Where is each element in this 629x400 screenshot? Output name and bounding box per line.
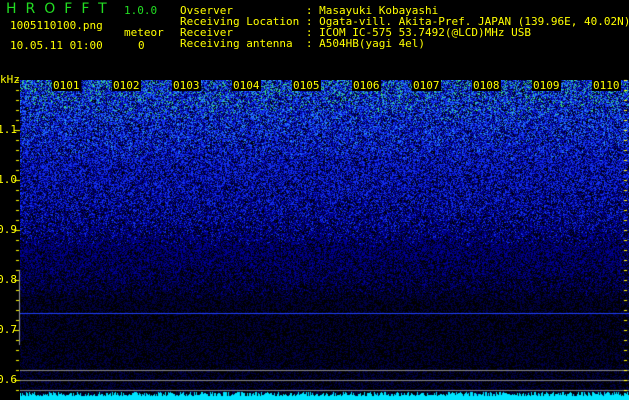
spectrogram xyxy=(20,80,629,400)
y-tick-label: 0.9 xyxy=(0,223,17,236)
time-label: 0107 xyxy=(412,79,441,92)
time-label: 0105 xyxy=(292,79,321,92)
time-label: 0104 xyxy=(232,79,261,92)
time-label: 0108 xyxy=(472,79,501,92)
info-value: A504HB(yagi 4el) xyxy=(319,37,426,50)
time-label: 0102 xyxy=(112,79,141,92)
y-tick-label: 0.8 xyxy=(0,273,17,286)
info-label: Receiving antenna xyxy=(180,37,306,50)
app-title: HROFFT xyxy=(6,1,116,17)
meteor-count: 0 xyxy=(138,39,145,52)
time-label: 0106 xyxy=(352,79,381,92)
time-label: 0103 xyxy=(172,79,201,92)
y-tick-label: 1.0 xyxy=(0,173,17,186)
file-name: 1005110100.png xyxy=(10,19,103,32)
y-tick-label: 0.7 xyxy=(0,323,17,336)
time-label: 0109 xyxy=(532,79,561,92)
y-tick-label: 0.6 xyxy=(0,373,17,386)
datetime: 10.05.11 01:00 xyxy=(10,39,103,52)
time-label: 0110 xyxy=(592,79,621,92)
y-tick-label: 1.1 xyxy=(0,123,17,136)
app-version: 1.0.0 xyxy=(124,4,158,17)
info-antenna: Receiving antenna : A504HB(yagi 4el) xyxy=(180,37,426,50)
y-unit-label: kHz xyxy=(0,73,20,86)
meteor-label: meteor xyxy=(124,26,164,39)
time-label: 0101 xyxy=(52,79,81,92)
